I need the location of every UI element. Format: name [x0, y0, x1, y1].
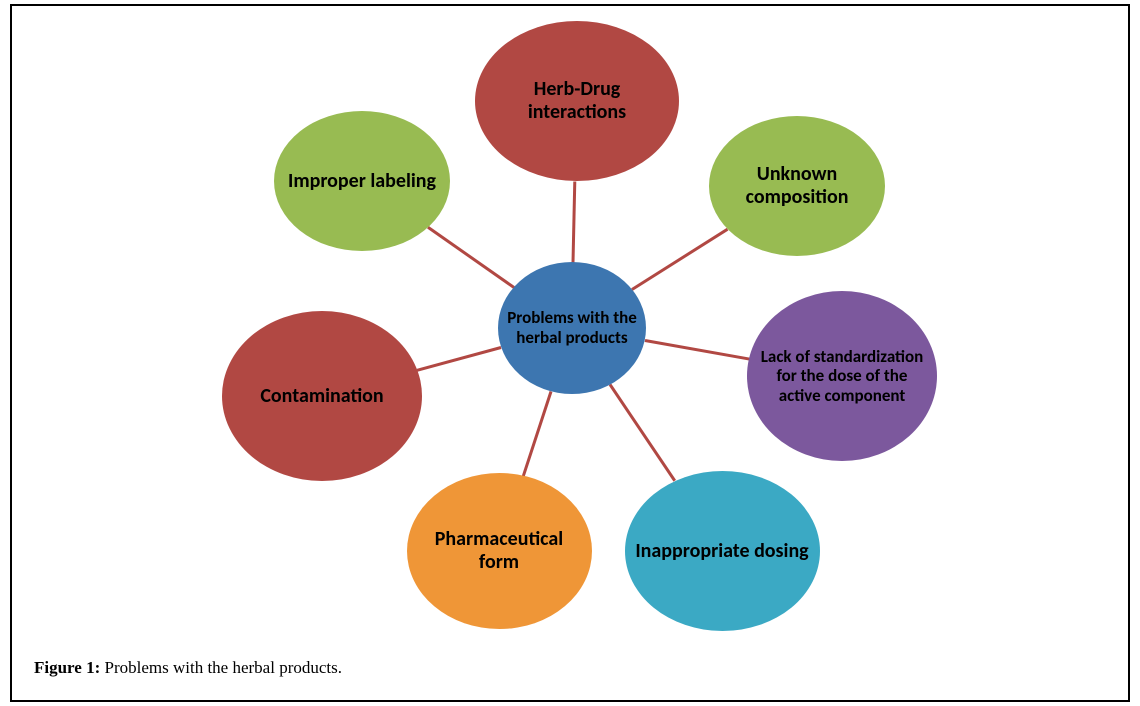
- node-unknown-comp: Unknown composition: [709, 116, 885, 256]
- node-pharma-form: Pharmaceutical form: [407, 473, 592, 629]
- spoke-herb-drug: [572, 181, 577, 262]
- node-label-herb-drug: Herb-Drug interactions: [483, 78, 671, 124]
- node-herb-drug: Herb-Drug interactions: [475, 21, 679, 181]
- spoke-improper-lbl: [427, 226, 514, 288]
- node-lack-standard: Lack of standardization for the dose of …: [747, 291, 937, 461]
- node-improper-lbl: Improper labeling: [274, 111, 450, 251]
- center-node-label: Problems with the herbal products: [506, 308, 638, 347]
- node-inapp-dosing: Inappropriate dosing: [625, 471, 820, 631]
- node-label-lack-standard: Lack of standardization for the dose of …: [755, 347, 929, 406]
- figure-number: Figure 1:: [34, 658, 100, 677]
- spoke-lack-standard: [644, 339, 749, 360]
- node-label-improper-lbl: Improper labeling: [288, 170, 436, 193]
- node-contamination: Contamination: [222, 311, 422, 481]
- spoke-unknown-comp: [632, 228, 729, 291]
- node-label-unknown-comp: Unknown composition: [717, 163, 877, 209]
- spoke-contamination: [417, 346, 502, 372]
- figure-caption-text: Problems with the herbal products.: [100, 658, 342, 677]
- center-node: Problems with the herbal products: [498, 262, 646, 394]
- node-label-inapp-dosing: Inappropriate dosing: [635, 540, 808, 563]
- node-label-pharma-form: Pharmaceutical form: [415, 528, 584, 574]
- spoke-inapp-dosing: [609, 384, 676, 482]
- node-label-contamination: Contamination: [260, 385, 383, 408]
- figure-caption: Figure 1: Problems with the herbal produ…: [34, 658, 342, 678]
- hub-spoke-diagram: Problems with the herbal products Herb-Dr…: [12, 6, 1132, 656]
- spoke-pharma-form: [522, 391, 552, 476]
- figure-frame: Problems with the herbal products Herb-Dr…: [10, 4, 1130, 702]
